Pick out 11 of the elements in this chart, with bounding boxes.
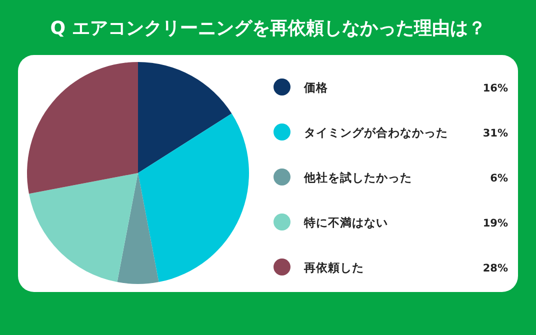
legend-label: タイミングが合わなかった xyxy=(304,126,448,140)
legend-label: 再依頼した xyxy=(303,260,364,274)
data-label: 19% xyxy=(482,218,508,230)
legend-label: 他社を試したかった xyxy=(303,170,412,184)
data-label: 31% xyxy=(482,128,508,140)
data-label: 16% xyxy=(482,82,508,94)
chart-title: Q エアコンクリーニングを再依頼しなかった理由は？ xyxy=(50,18,486,39)
data-label: 6% xyxy=(490,172,508,184)
data-label: 28% xyxy=(482,262,508,274)
legend-label: 価格 xyxy=(303,80,329,94)
legend-label: 特に不満はない xyxy=(303,216,388,230)
